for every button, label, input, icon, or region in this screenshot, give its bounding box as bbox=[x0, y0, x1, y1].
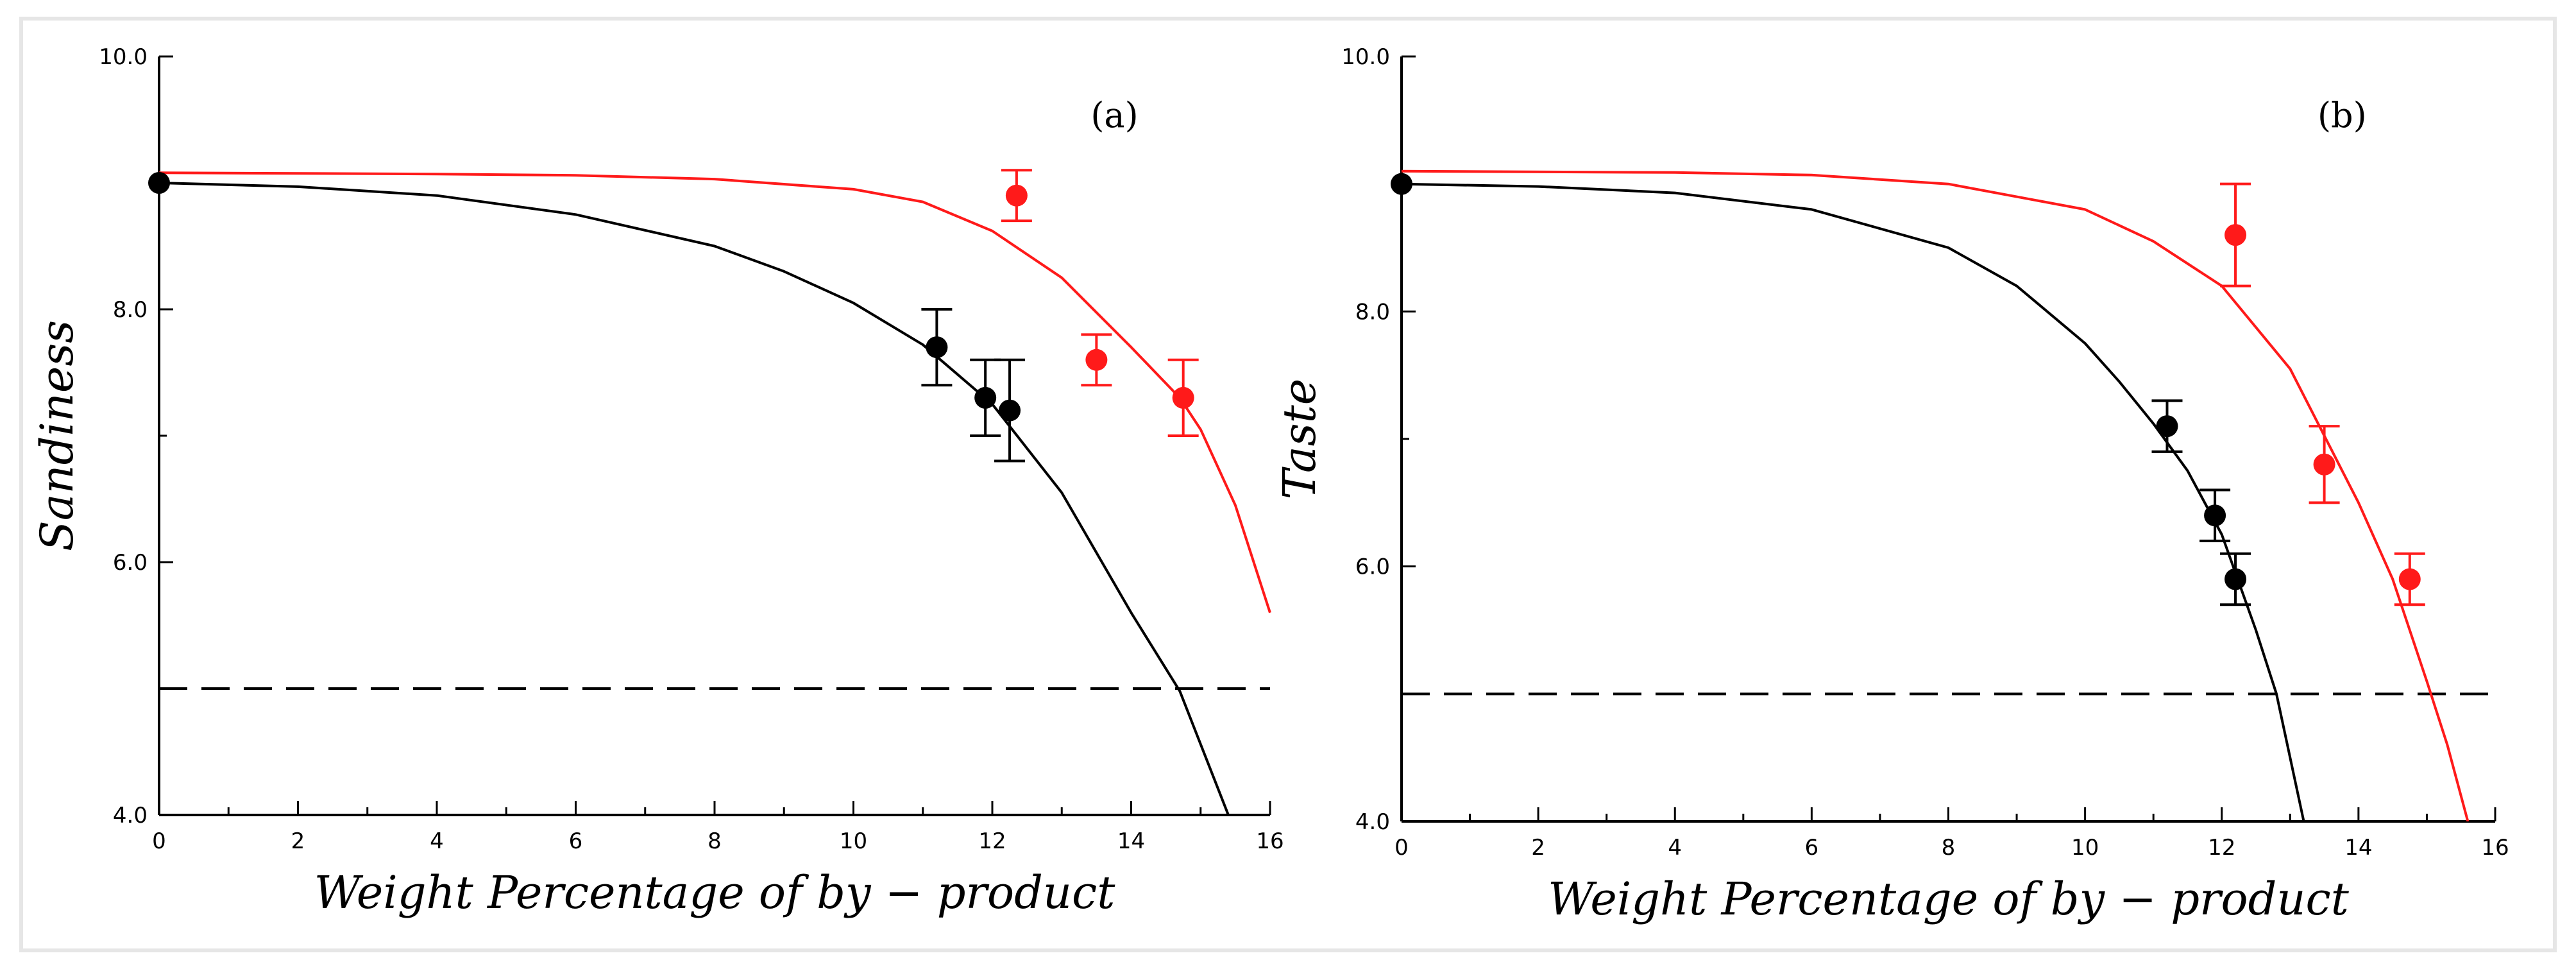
y-tick-label: 8.0 bbox=[1355, 299, 1390, 325]
data-point-series-1 bbox=[2398, 568, 2421, 590]
data-point-series-1 bbox=[1085, 348, 1108, 371]
figure-frame bbox=[19, 17, 2557, 952]
y-tick-label: 6.0 bbox=[113, 550, 148, 576]
data-point-series-1 bbox=[1172, 386, 1194, 409]
x-tick-label: 14 bbox=[1117, 828, 1145, 854]
y-tick-label: 10.0 bbox=[99, 44, 148, 70]
fit-curve-1 bbox=[1402, 169, 2470, 821]
x-tick-label: 12 bbox=[978, 828, 1006, 854]
x-tick-label: 2 bbox=[291, 828, 305, 854]
y-axis-title: Taste bbox=[1273, 379, 1326, 499]
x-tick-label: 8 bbox=[1942, 835, 1956, 861]
y-tick-label: 4.0 bbox=[1355, 809, 1390, 835]
x-tick-label: 16 bbox=[2481, 835, 2509, 861]
fit-curve-1 bbox=[159, 171, 1271, 613]
x-tick-label: 16 bbox=[1256, 828, 1284, 854]
x-tick-label: 8 bbox=[708, 828, 722, 854]
x-tick-label: 6 bbox=[569, 828, 583, 854]
data-point-series-0 bbox=[2224, 568, 2247, 590]
x-axis-title: Weight Percentage of by − product bbox=[1548, 873, 2350, 925]
data-point-series-1 bbox=[2224, 224, 2247, 246]
chart-panel-a: 0 2 4 6 8 10 12 14 16 4.0 6.0 8.0 10.0 (a) Weight Perc… bbox=[31, 44, 1284, 919]
x-axis-title: Weight Percentage of by − product bbox=[314, 866, 1116, 919]
data-point-series-1 bbox=[2313, 453, 2335, 476]
y-axis-title: Sandiness bbox=[31, 320, 83, 551]
x-tick-label: 2 bbox=[1531, 835, 1545, 861]
data-point-series-0 bbox=[148, 172, 170, 194]
x-tick-label: 12 bbox=[2208, 835, 2235, 861]
fit-curve-0 bbox=[1402, 182, 2305, 821]
x-tick-label: 14 bbox=[2344, 835, 2372, 861]
x-tick-label: 10 bbox=[840, 828, 867, 854]
x-tick-label: 0 bbox=[1394, 835, 1409, 861]
y-tick-label: 4.0 bbox=[113, 803, 148, 828]
x-tick-label: 4 bbox=[1668, 835, 1682, 861]
data-point-series-0 bbox=[2204, 504, 2226, 527]
x-tick-label: 4 bbox=[430, 828, 444, 854]
x-tick-label: 0 bbox=[152, 828, 166, 854]
y-tick-label: 6.0 bbox=[1355, 554, 1390, 580]
y-tick-label: 10.0 bbox=[1341, 44, 1390, 70]
y-tick-label: 8.0 bbox=[113, 297, 148, 323]
data-point-series-0 bbox=[2156, 415, 2178, 438]
data-point-series-0 bbox=[926, 336, 948, 359]
chart-panel-b: 0 2 4 6 8 10 12 14 16 4.0 6.0 8.0 10.0 (b) Weight Perc… bbox=[1273, 44, 2509, 925]
fit-curve-0 bbox=[159, 182, 1230, 815]
x-tick-label: 10 bbox=[2071, 835, 2099, 861]
x-tick-label: 6 bbox=[1805, 835, 1819, 861]
data-point-series-1 bbox=[1005, 184, 1028, 207]
data-point-series-0 bbox=[999, 399, 1021, 422]
data-point-series-0 bbox=[1391, 173, 1412, 195]
panel-label: (a) bbox=[1090, 95, 1138, 135]
data-point-series-0 bbox=[974, 386, 997, 409]
panel-label: (b) bbox=[2318, 95, 2367, 135]
